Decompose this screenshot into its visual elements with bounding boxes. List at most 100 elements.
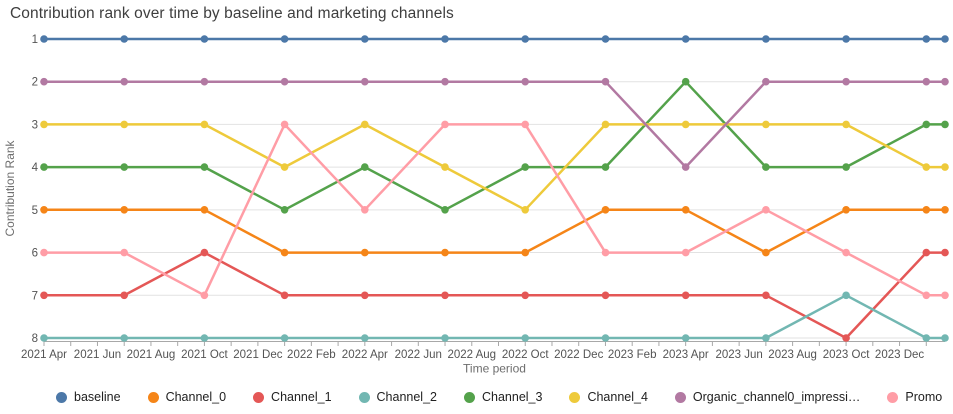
x-tick-label: 2021 Oct bbox=[181, 349, 228, 361]
data-point-marker bbox=[361, 206, 369, 214]
data-point-marker bbox=[842, 248, 850, 257]
data-point-marker bbox=[280, 120, 289, 129]
data-point-marker bbox=[941, 35, 949, 43]
data-point-marker bbox=[120, 334, 128, 342]
legend-swatch-icon bbox=[358, 391, 370, 403]
data-point-marker bbox=[361, 77, 369, 86]
data-point-marker bbox=[441, 291, 449, 300]
y-tick-label: 8 bbox=[32, 333, 38, 345]
data-point-marker bbox=[280, 334, 289, 342]
x-tick-label: 2023 Feb bbox=[608, 349, 657, 361]
data-point-marker bbox=[120, 206, 128, 214]
legend-swatch-icon bbox=[887, 391, 899, 403]
data-point-marker bbox=[361, 35, 369, 43]
data-point-marker bbox=[601, 206, 610, 214]
data-point-marker bbox=[120, 77, 128, 86]
legend-swatch-icon bbox=[674, 391, 686, 403]
data-point-marker bbox=[200, 206, 209, 214]
data-point-marker bbox=[762, 248, 770, 257]
data-point-marker bbox=[601, 291, 610, 300]
data-point-marker bbox=[280, 77, 289, 86]
legend: baseline Channel_0 Channel_1 Channel_2 Chann… bbox=[56, 390, 942, 404]
data-point-marker bbox=[40, 120, 48, 129]
x-tick-label: 2021 Jun bbox=[74, 349, 121, 361]
data-point-marker bbox=[941, 206, 949, 214]
data-point-marker bbox=[521, 334, 529, 342]
data-point-marker bbox=[681, 248, 690, 257]
series-Channel_2 bbox=[40, 291, 949, 342]
data-point-marker bbox=[280, 35, 289, 43]
data-point-marker bbox=[601, 163, 610, 171]
data-point-marker bbox=[361, 163, 369, 171]
data-point-marker bbox=[922, 163, 931, 171]
data-point-marker bbox=[842, 163, 850, 171]
data-point-marker bbox=[681, 35, 690, 43]
x-tick-label: 2022 Oct bbox=[502, 349, 549, 361]
data-point-marker bbox=[842, 334, 850, 342]
data-point-marker bbox=[922, 334, 931, 342]
series-Channel_4 bbox=[40, 120, 949, 214]
data-point-marker bbox=[601, 77, 610, 86]
y-tick-label: 1 bbox=[32, 34, 38, 46]
legend-swatch-icon bbox=[147, 391, 159, 403]
data-point-marker bbox=[922, 35, 931, 43]
data-point-marker bbox=[941, 77, 949, 86]
data-point-marker bbox=[40, 334, 48, 342]
data-point-marker bbox=[922, 248, 931, 257]
y-tick-label: 6 bbox=[32, 248, 38, 260]
data-point-marker bbox=[120, 120, 128, 129]
data-point-marker bbox=[200, 291, 209, 300]
legend-label: Channel_3 bbox=[481, 390, 543, 404]
x-tick-label: 2022 Aug bbox=[447, 349, 496, 361]
x-tick-label: 2021 Dec bbox=[233, 349, 282, 361]
data-point-marker bbox=[361, 120, 369, 129]
data-point-marker bbox=[601, 248, 610, 257]
y-tick-label: 3 bbox=[32, 119, 38, 131]
y-tick-label: 2 bbox=[32, 77, 38, 89]
data-point-marker bbox=[361, 248, 369, 257]
legend-swatch-icon bbox=[56, 391, 67, 403]
data-point-marker bbox=[361, 334, 369, 342]
x-tick-label: 2021 Apr bbox=[21, 349, 67, 361]
x-tick-label: 2022 Dec bbox=[554, 349, 603, 361]
data-point-marker bbox=[441, 35, 449, 43]
data-point-marker bbox=[441, 77, 449, 86]
data-point-marker bbox=[681, 163, 690, 171]
legend-label: Channel_1 bbox=[271, 390, 332, 404]
data-point-marker bbox=[842, 206, 850, 214]
data-point-marker bbox=[521, 77, 529, 86]
data-point-marker bbox=[441, 334, 449, 342]
series-Channel_1 bbox=[40, 248, 949, 342]
data-point-marker bbox=[762, 120, 770, 129]
legend-label: Promo bbox=[905, 390, 943, 404]
data-point-marker bbox=[521, 291, 529, 300]
y-axis-title: Contribution Rank bbox=[3, 139, 17, 236]
data-point-marker bbox=[120, 35, 128, 43]
data-point-marker bbox=[40, 291, 48, 300]
series-Channel_3 bbox=[40, 77, 949, 214]
data-point-marker bbox=[601, 35, 610, 43]
data-point-marker bbox=[280, 291, 289, 300]
data-point-marker bbox=[842, 77, 850, 86]
x-axis-tick-labels: 2021 Apr 2021 Jun 2021 Aug 2021 Oct 2021 Dec… bbox=[21, 349, 924, 361]
data-point-marker bbox=[200, 334, 209, 342]
legend-item-channel-1: Channel_1 bbox=[253, 390, 332, 404]
data-point-marker bbox=[922, 206, 931, 214]
x-tick-label: 2023 Aug bbox=[768, 349, 817, 361]
data-point-marker bbox=[762, 77, 770, 86]
legend-swatch-icon bbox=[463, 391, 475, 403]
data-point-marker bbox=[762, 334, 770, 342]
x-axis-title: Time period bbox=[463, 362, 526, 376]
data-point-marker bbox=[842, 120, 850, 129]
data-point-marker bbox=[521, 120, 529, 129]
data-point-marker bbox=[40, 163, 48, 171]
data-point-marker bbox=[941, 120, 949, 129]
data-point-marker bbox=[120, 163, 128, 171]
data-point-marker bbox=[40, 35, 48, 43]
data-point-marker bbox=[762, 35, 770, 43]
legend-item-baseline: baseline bbox=[56, 390, 121, 404]
series-baseline bbox=[40, 35, 949, 43]
y-axis-tick-labels: 1 2 3 4 5 6 7 8 bbox=[32, 34, 39, 345]
legend-swatch-icon bbox=[253, 391, 265, 403]
